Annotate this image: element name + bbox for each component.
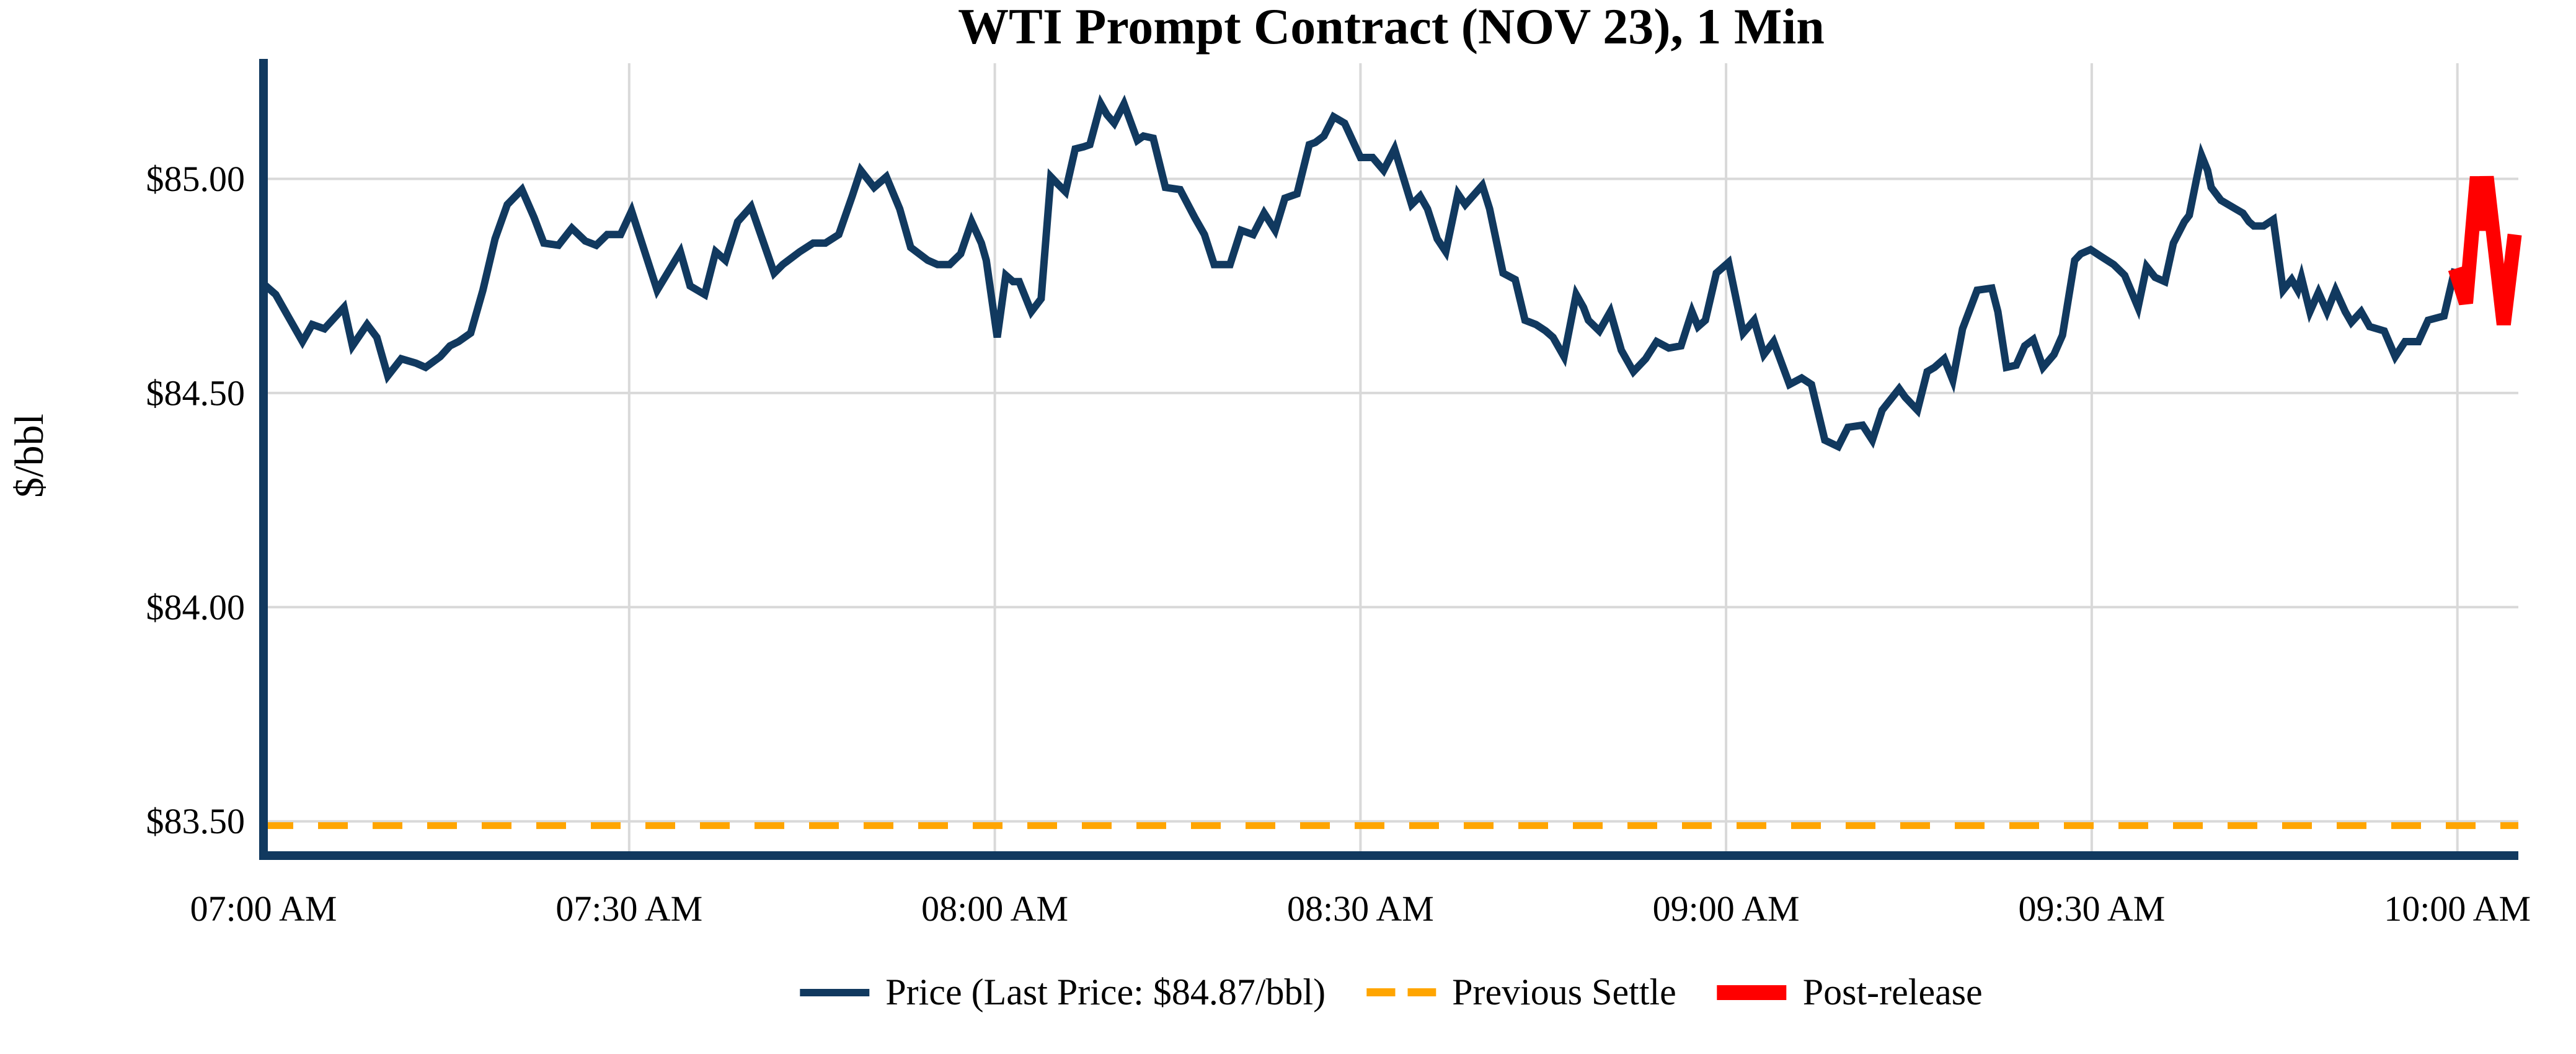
legend-item-previous-settle: Previous Settle: [1366, 971, 1676, 1014]
y-tick-label: $84.50: [146, 373, 246, 413]
legend-item-price: Price (Last Price: $84.87/bbl): [800, 971, 1326, 1014]
x-tick-label: 09:30 AM: [2018, 888, 2165, 929]
price-line: [261, 94, 2459, 452]
post-release-line-swatch-icon: [1717, 985, 1787, 1000]
previous-settle-dash-swatch-icon: [1366, 988, 1436, 996]
x-tick-label: 08:30 AM: [1287, 888, 1434, 929]
legend: Price (Last Price: $84.87/bbl) Previous …: [800, 971, 1983, 1014]
chart-title: WTI Prompt Contract (NOV 23), 1 Min: [958, 0, 1825, 55]
legend-item-post-release: Post-release: [1717, 971, 1983, 1014]
x-tick-label: 08:00 AM: [921, 888, 1068, 929]
legend-label-post-release: Post-release: [1802, 972, 1983, 1012]
y-tick-label: $85.00: [146, 159, 246, 199]
price-line-swatch-icon: [800, 988, 870, 996]
y-tick-label: $84.00: [146, 587, 246, 627]
x-tick-label: 10:00 AM: [2384, 888, 2531, 929]
y-tick-label: $83.50: [146, 801, 246, 841]
legend-label-previous-settle: Previous Settle: [1452, 972, 1676, 1012]
x-tick-label: 07:30 AM: [555, 888, 702, 929]
x-tick-label: 07:00 AM: [190, 888, 337, 929]
legend-label-price: Price (Last Price: $84.87/bbl): [885, 972, 1326, 1012]
post-release-line: [2448, 175, 2522, 326]
x-tick-label: 09:00 AM: [1653, 888, 1800, 929]
